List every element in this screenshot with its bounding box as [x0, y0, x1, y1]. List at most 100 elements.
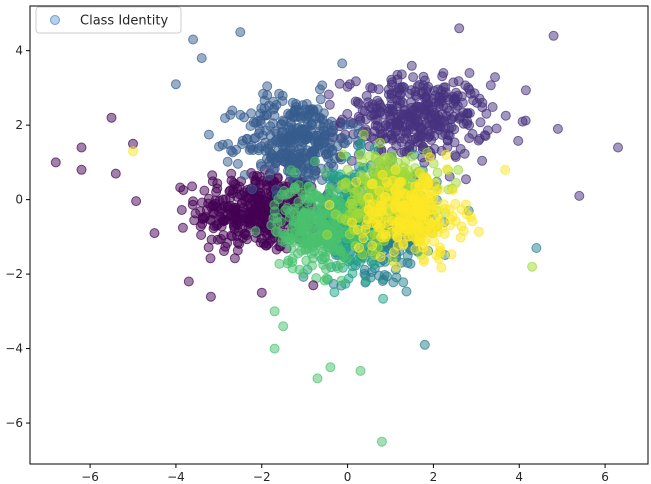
- data-point: [414, 168, 425, 179]
- data-point: [287, 263, 298, 274]
- data-point: [441, 149, 451, 160]
- data-point: [76, 164, 87, 175]
- data-point: [375, 137, 386, 148]
- x-tick-label: −4: [167, 470, 185, 484]
- data-point: [358, 233, 369, 244]
- data-point: [367, 240, 378, 251]
- data-point: [406, 97, 417, 108]
- data-point: [368, 213, 379, 223]
- data-point: [390, 261, 401, 272]
- data-point: [176, 205, 187, 215]
- data-point: [439, 228, 450, 239]
- data-point: [269, 343, 280, 354]
- data-point: [278, 115, 288, 126]
- data-point: [274, 88, 285, 99]
- data-point: [445, 220, 455, 231]
- data-point: [351, 176, 362, 187]
- data-point: [574, 190, 585, 201]
- plot-frame: [29, 5, 649, 465]
- data-point: [207, 176, 218, 187]
- data-point: [239, 170, 250, 180]
- data-point: [188, 34, 199, 45]
- data-point: [406, 85, 417, 96]
- data-point: [475, 117, 486, 128]
- data-point: [317, 80, 328, 91]
- data-point: [398, 277, 409, 288]
- data-point: [303, 168, 314, 179]
- y-tick-label: −2: [5, 267, 23, 281]
- data-point: [325, 362, 336, 373]
- data-point: [189, 215, 200, 226]
- legend-label: Class Identity: [80, 14, 168, 29]
- x-tick-label: −6: [81, 470, 99, 484]
- data-point: [367, 178, 378, 189]
- data-point: [480, 131, 491, 141]
- data-point: [425, 218, 436, 229]
- data-point: [308, 218, 319, 229]
- data-point: [347, 202, 358, 213]
- data-point: [235, 27, 246, 38]
- data-point: [254, 128, 264, 139]
- data-point: [415, 125, 426, 136]
- data-point: [264, 140, 274, 151]
- data-point: [217, 194, 228, 205]
- data-point: [405, 139, 415, 150]
- data-point: [443, 94, 454, 105]
- data-point: [232, 237, 243, 248]
- data-point: [211, 186, 222, 197]
- data-point: [352, 224, 363, 235]
- data-point: [458, 226, 469, 236]
- data-point: [322, 229, 333, 240]
- data-point: [477, 97, 488, 108]
- data-point: [272, 172, 283, 183]
- data-point: [269, 206, 280, 217]
- data-point: [278, 321, 289, 332]
- data-point: [187, 181, 198, 192]
- data-point: [344, 229, 355, 240]
- x-tick-label: −2: [253, 470, 271, 484]
- data-point: [380, 153, 391, 164]
- data-point: [278, 141, 288, 152]
- data-point: [268, 164, 279, 175]
- data-point: [284, 207, 295, 218]
- x-tick-label: 4: [515, 470, 523, 484]
- data-point: [517, 116, 528, 127]
- data-point: [388, 247, 399, 258]
- data-point: [287, 228, 297, 239]
- data-point: [76, 142, 87, 153]
- data-point: [378, 293, 389, 304]
- data-point: [211, 220, 222, 231]
- data-point: [412, 221, 423, 232]
- data-point: [520, 85, 531, 96]
- data-point: [183, 276, 194, 287]
- data-point: [261, 110, 272, 121]
- data-point: [203, 129, 214, 140]
- data-point: [323, 89, 334, 100]
- data-point: [324, 199, 335, 210]
- data-point: [406, 60, 417, 71]
- data-point: [308, 280, 319, 291]
- data-point: [456, 204, 467, 215]
- data-point: [317, 211, 328, 221]
- data-point: [430, 186, 441, 197]
- data-point: [400, 155, 411, 166]
- data-point: [401, 286, 412, 297]
- data-point: [424, 152, 435, 163]
- data-point: [310, 156, 320, 167]
- data-point: [336, 275, 347, 286]
- data-point: [376, 195, 387, 206]
- data-point: [222, 156, 233, 167]
- data-point: [170, 79, 181, 90]
- data-point: [485, 80, 496, 91]
- data-point: [110, 168, 121, 179]
- data-point: [352, 193, 363, 204]
- data-point: [424, 199, 435, 210]
- data-point: [296, 148, 307, 159]
- data-point: [360, 276, 371, 287]
- data-point: [336, 246, 346, 256]
- data-point: [255, 179, 266, 190]
- legend-marker: [50, 15, 60, 25]
- data-point: [227, 147, 238, 158]
- data-point: [294, 133, 305, 144]
